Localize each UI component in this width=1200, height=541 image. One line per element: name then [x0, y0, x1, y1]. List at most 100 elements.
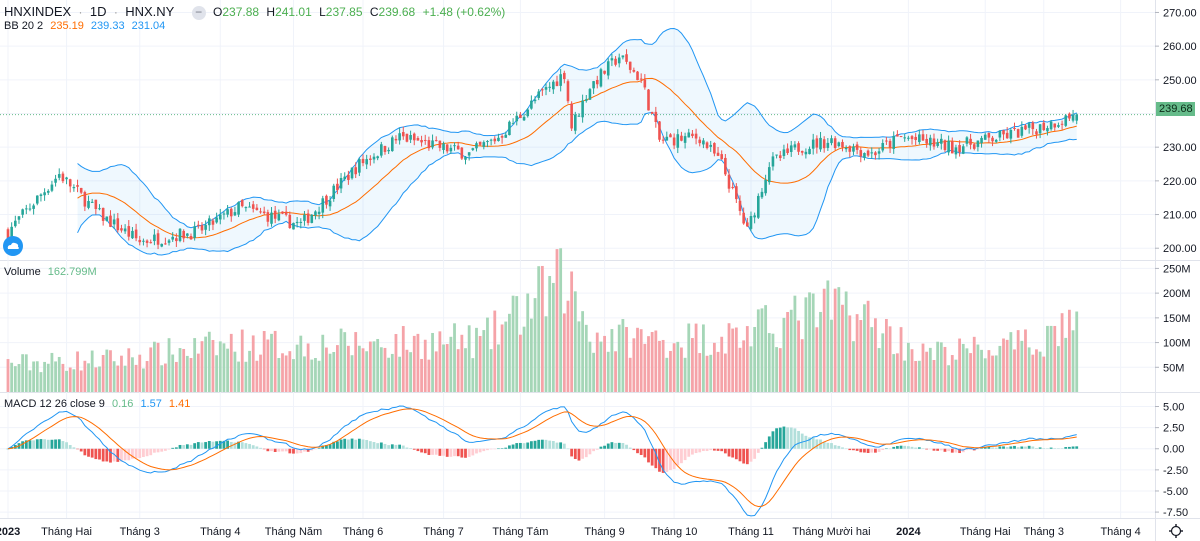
candle-body — [669, 134, 672, 138]
symbol-name[interactable]: HNXINDEX — [4, 4, 72, 19]
candle-body — [504, 134, 508, 138]
macd-histogram-bar — [325, 445, 328, 449]
time-axis-label: Tháng 7 — [423, 526, 463, 538]
candle-body — [248, 206, 251, 208]
candle-body — [17, 216, 21, 220]
macd-legend[interactable]: MACD 12 26 close 9 0.16 1.57 1.41 — [4, 398, 194, 410]
macd-histogram-bar — [958, 448, 961, 454]
candle-body — [442, 143, 445, 150]
macd-histogram-bar — [262, 448, 266, 450]
candle-body — [354, 167, 357, 175]
candle-body — [134, 229, 138, 239]
macd-histogram-bar — [672, 448, 676, 470]
macd-histogram-bar — [83, 448, 87, 456]
candle-body — [731, 186, 734, 188]
volume-bar — [808, 292, 811, 392]
volume-bar — [449, 336, 453, 392]
interval[interactable]: 1D — [89, 4, 107, 19]
macd-histogram-bar — [493, 448, 497, 450]
macd-histogram-bar — [573, 448, 577, 460]
candle-body — [614, 58, 617, 65]
volume-bar — [178, 348, 182, 392]
volume-bar — [958, 338, 961, 392]
volume-bar — [529, 318, 533, 392]
volume-bar — [584, 324, 588, 392]
volume-bar — [555, 249, 559, 392]
candle-body — [1002, 130, 1005, 135]
volume-bar — [588, 341, 592, 392]
candle-body — [522, 116, 526, 121]
candle-body — [391, 137, 394, 152]
candle-body — [606, 61, 610, 76]
bb-legend[interactable]: BB 20 2 235.19 239.33 231.04 — [4, 20, 169, 32]
candle-body — [530, 100, 533, 109]
macd-histogram-bar — [145, 448, 149, 457]
candle-body — [771, 156, 775, 167]
volume-bar — [365, 351, 369, 392]
macd-histogram-bar — [950, 448, 954, 453]
volume-bar — [325, 347, 328, 392]
macd-histogram-bar — [398, 444, 402, 449]
macd-histogram-bar — [537, 439, 541, 449]
candle-body — [702, 140, 705, 145]
macd-histogram-bar — [1060, 448, 1064, 449]
volume-bar — [153, 341, 156, 392]
macd-histogram-bar — [914, 447, 918, 449]
tradingview-logo[interactable] — [3, 236, 23, 256]
volume-bar — [910, 349, 914, 392]
volume-bar — [387, 357, 391, 392]
macd-histogram-bar — [903, 445, 907, 449]
volume-bar — [255, 360, 259, 392]
volume-bar — [6, 359, 10, 392]
volume-bar — [160, 365, 164, 392]
macd-histogram-bar — [54, 439, 57, 449]
minus-circle-icon[interactable]: − — [191, 5, 206, 20]
candle-body — [427, 140, 431, 149]
volume-bar — [654, 330, 658, 392]
candle-body — [339, 178, 343, 189]
volume-bar — [346, 345, 350, 392]
volume-bar — [833, 288, 837, 392]
volume-bar — [1020, 340, 1024, 392]
candle-body — [87, 200, 90, 208]
symbol-legend: HNXINDEX · 1D · HNX.NY − O237.88 H241.01… — [4, 4, 506, 20]
volume-bar — [1031, 354, 1035, 392]
candle-body — [625, 54, 628, 62]
macd-histogram-bar — [866, 448, 870, 453]
candle-body — [25, 208, 28, 210]
volume-bar — [969, 353, 972, 392]
volume-bar — [723, 353, 727, 392]
candle-body — [555, 81, 559, 87]
volume-bar — [895, 353, 899, 392]
macd-histogram-bar — [273, 448, 277, 452]
candle-body — [116, 218, 120, 231]
volume-bar — [398, 356, 402, 392]
candle-body — [639, 78, 643, 80]
candle-body — [584, 99, 588, 101]
macd-histogram-bar — [731, 448, 735, 458]
volume-bar — [775, 347, 778, 392]
volume-bar — [782, 317, 786, 392]
candle-body — [650, 111, 654, 114]
macd-histogram-bar — [489, 448, 493, 450]
candle-body — [453, 145, 456, 147]
settings-button[interactable] — [1168, 523, 1184, 539]
candle-body — [306, 213, 310, 223]
candle-body — [358, 159, 361, 173]
time-axis-label: Tháng Năm — [265, 526, 322, 538]
candle-body — [233, 212, 237, 216]
candle-body — [449, 147, 453, 152]
macd-histogram-bar — [1005, 447, 1009, 449]
candle-body — [720, 154, 723, 160]
macd-histogram-bar — [771, 431, 775, 449]
macd-histogram-bar — [544, 439, 548, 449]
volume-bar — [822, 288, 826, 392]
candle-body — [57, 174, 61, 178]
macd-histogram-bar — [112, 448, 116, 462]
volume-bar — [771, 333, 775, 392]
volume-bar — [669, 350, 672, 392]
candle-body — [947, 140, 950, 153]
volume-legend[interactable]: Volume 162.799M — [4, 266, 101, 278]
volume-bar — [149, 347, 153, 392]
